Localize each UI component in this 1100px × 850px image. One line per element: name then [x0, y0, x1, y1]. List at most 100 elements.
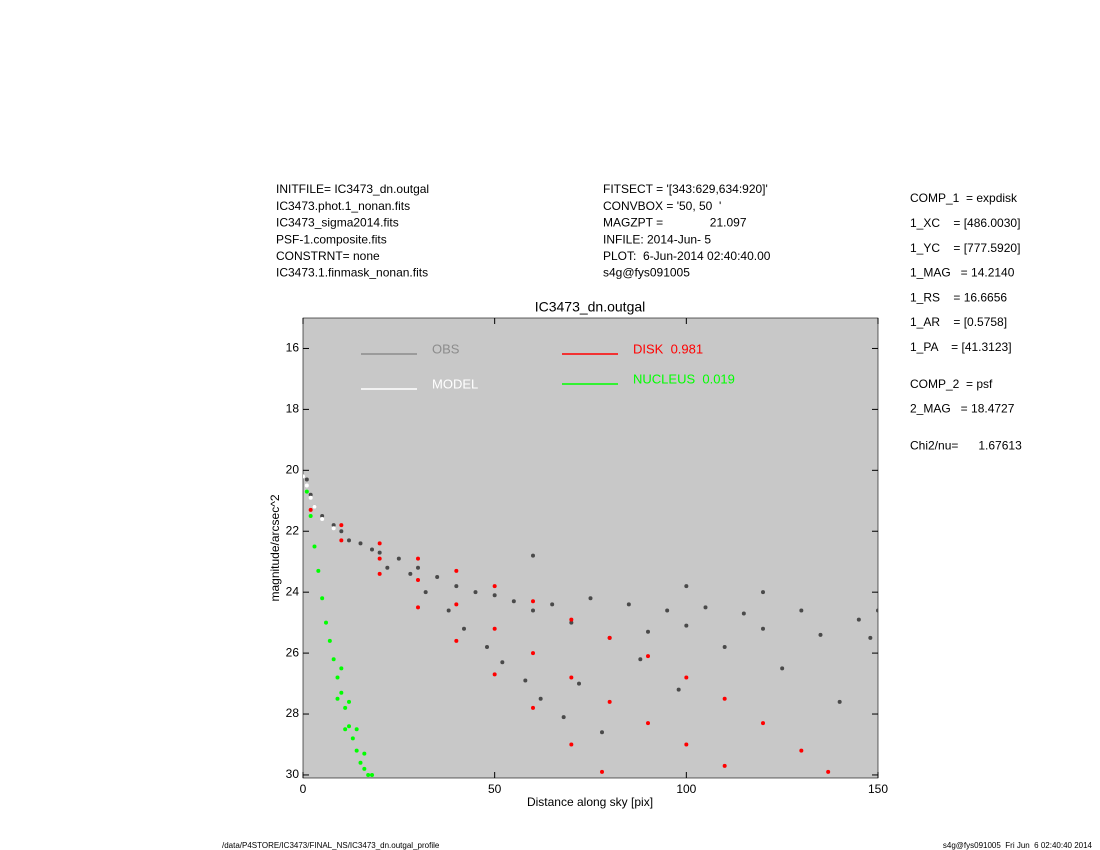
component-line: COMP_2 = psf — [910, 377, 993, 391]
point — [646, 721, 650, 726]
point — [358, 541, 363, 546]
point — [454, 638, 459, 643]
point — [500, 660, 505, 665]
point — [550, 602, 555, 607]
point — [377, 571, 382, 576]
point — [876, 608, 878, 613]
component-line: 1_AR = [0.5758] — [910, 315, 1007, 329]
point — [408, 571, 413, 576]
y-tick-label: 26 — [286, 645, 300, 659]
point — [722, 645, 727, 650]
point — [454, 568, 459, 573]
point — [331, 526, 336, 531]
point — [868, 635, 873, 640]
point — [339, 538, 344, 543]
y-tick-label: 24 — [286, 584, 300, 598]
point — [761, 590, 765, 595]
header-line: CONSTRNT= none — [276, 249, 380, 263]
point — [577, 681, 581, 686]
point — [377, 550, 382, 555]
point — [335, 696, 340, 701]
y-tick-label: 20 — [286, 462, 300, 476]
point — [354, 748, 359, 753]
point — [626, 602, 631, 607]
point — [799, 608, 804, 613]
point — [780, 666, 785, 671]
point — [684, 675, 689, 680]
legend-label: DISK 0.981 — [633, 341, 703, 356]
point — [569, 675, 574, 680]
point — [362, 766, 367, 771]
point — [312, 544, 317, 549]
point — [308, 492, 313, 497]
y-tick-label: 16 — [286, 341, 300, 355]
header-line: MAGZPT = 21.097 — [603, 216, 747, 230]
point — [416, 605, 420, 610]
component-line: Chi2/nu= 1.67613 — [910, 438, 1022, 452]
point — [339, 690, 344, 695]
point — [588, 596, 593, 601]
plot-area — [302, 317, 879, 779]
point — [837, 699, 842, 704]
component-line: 1_YC = [777.5920] — [910, 241, 1020, 255]
header-line: PSF-1.composite.fits — [276, 232, 387, 246]
point — [308, 514, 313, 519]
point — [511, 599, 516, 604]
point — [638, 657, 643, 662]
point — [569, 620, 574, 625]
point — [331, 523, 336, 528]
point — [320, 596, 325, 601]
point — [324, 620, 328, 625]
point — [473, 590, 478, 595]
point — [327, 638, 332, 643]
component-line: 1_MAG = 14.2140 — [910, 266, 1015, 280]
point — [538, 696, 543, 701]
footer-user: s4g@fys091005 Fri Jun 6 02:40:40 2014 — [943, 841, 1093, 850]
point — [856, 617, 861, 622]
point — [703, 605, 708, 610]
point — [335, 675, 340, 680]
header-line: INFILE: 2014-Jun- 5 — [603, 232, 711, 246]
point — [343, 705, 348, 710]
point — [320, 517, 325, 522]
point — [492, 584, 497, 589]
header-line: PLOT: 6-Jun-2014 02:40:40.00 — [603, 249, 771, 263]
point — [304, 477, 309, 482]
point — [684, 742, 689, 747]
header-line: IC3473_sigma2014.fits — [276, 216, 399, 230]
point — [684, 584, 689, 589]
x-tick-label: 50 — [488, 782, 502, 796]
point — [485, 645, 489, 650]
point — [646, 629, 650, 634]
point — [308, 507, 313, 512]
point — [416, 577, 420, 582]
point — [761, 626, 765, 631]
point — [304, 489, 309, 494]
point — [416, 565, 420, 570]
component-line: 1_XC = [486.0030] — [910, 216, 1020, 230]
point — [339, 523, 344, 528]
point — [722, 696, 727, 701]
point — [362, 751, 367, 756]
component-line: 1_RS = 16.6656 — [910, 290, 1007, 304]
point — [454, 584, 459, 589]
point — [347, 724, 351, 729]
header-line: s4g@fys091005 — [603, 266, 690, 280]
point — [308, 495, 313, 500]
point — [600, 730, 604, 735]
point — [377, 541, 382, 546]
point — [607, 635, 612, 640]
point — [370, 547, 374, 552]
point — [569, 617, 574, 622]
point — [339, 666, 344, 671]
point — [492, 593, 497, 598]
point — [320, 514, 325, 519]
component-line: COMP_1 = expdisk — [910, 191, 1018, 205]
point — [799, 748, 804, 753]
point — [676, 687, 681, 692]
header-line: CONVBOX = '50, 50 ' — [603, 199, 721, 213]
point — [741, 611, 746, 616]
point — [665, 608, 670, 613]
legend-label: NUCLEUS 0.019 — [633, 371, 735, 386]
point — [423, 590, 428, 595]
